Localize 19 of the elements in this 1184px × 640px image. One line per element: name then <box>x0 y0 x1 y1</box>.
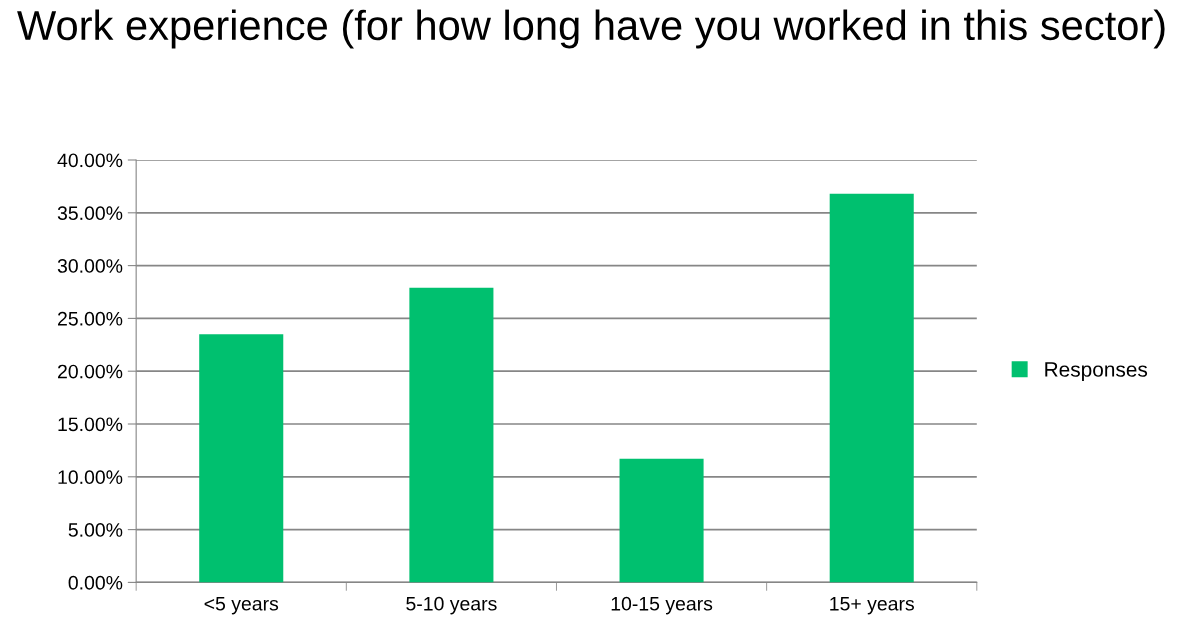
y-tick-label: 0.00% <box>68 575 123 590</box>
bar <box>199 334 284 583</box>
y-tick-label: 25.00% <box>58 311 123 326</box>
y-tick-label: 20.00% <box>58 364 123 379</box>
x-tick-label: 10-15 years <box>611 596 713 615</box>
y-tick-label: 40.00% <box>57 153 123 168</box>
x-tick-label: <5 years <box>204 597 279 615</box>
y-tick-label: 35.00% <box>57 206 123 221</box>
bar <box>619 458 704 583</box>
y-tick-label: 10.00% <box>58 470 123 485</box>
legend-label: Responses <box>1045 362 1148 381</box>
y-tick-label: 15.00% <box>58 417 123 432</box>
y-tick-label: 30.00% <box>57 259 123 273</box>
y-tick-label: 5.00% <box>68 523 123 537</box>
x-tick-label: 15+ years <box>830 597 914 615</box>
bar <box>829 193 914 583</box>
x-tick-label: 5-10 years <box>406 596 497 615</box>
bar <box>409 287 494 583</box>
chart-title: Work experience (for how long have you worked in this sector) <box>17 9 1165 49</box>
